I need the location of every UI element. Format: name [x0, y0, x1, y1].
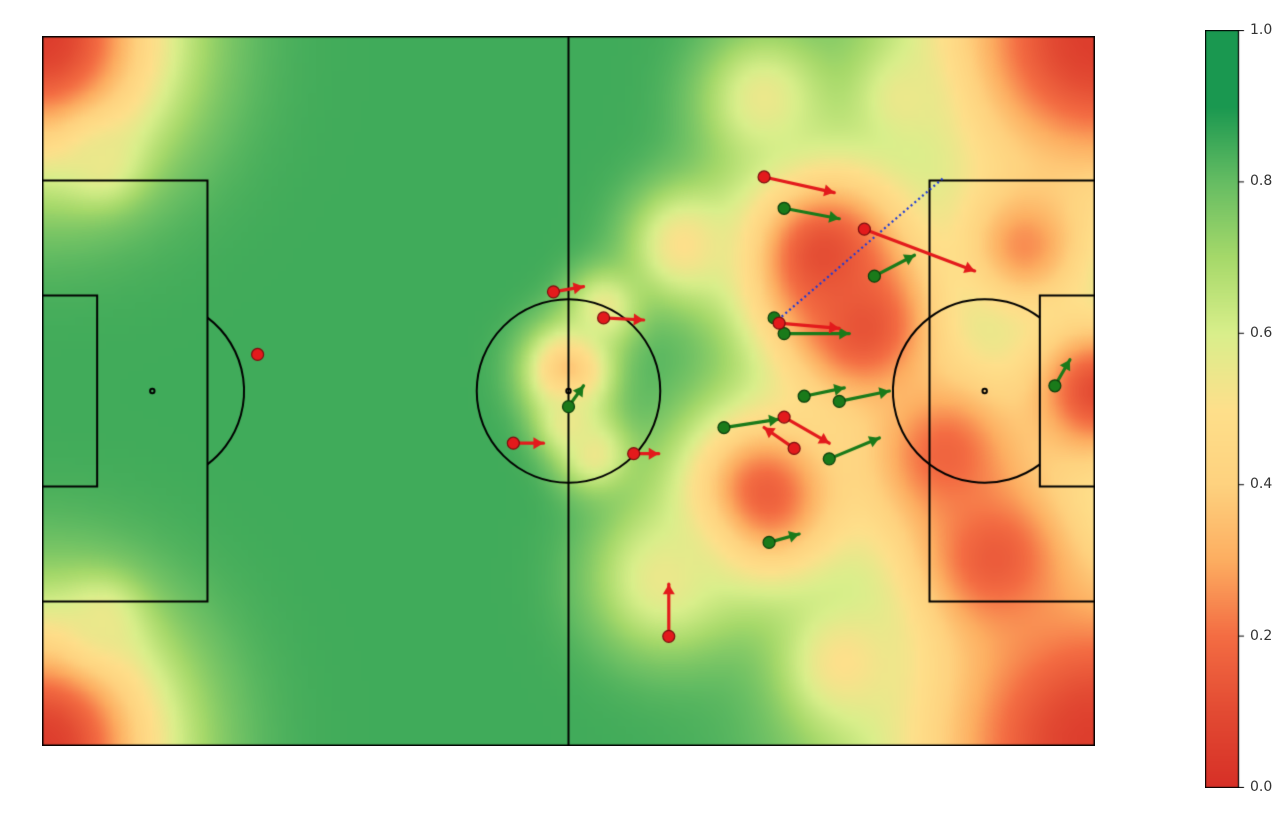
colorbar-tick-label: 1.0 — [1250, 23, 1272, 37]
colorbar-tick-label: 0.6 — [1250, 326, 1272, 340]
colorbar-tick-label: 0.4 — [1250, 477, 1272, 491]
colorbar-tick-label: 0.0 — [1250, 780, 1272, 794]
colorbar-tick-label: 0.8 — [1250, 174, 1272, 188]
figure-root: 0.0 0.2 0.4 0.6 0.8 1.0 — [0, 0, 1287, 818]
colorbar-canvas — [1205, 30, 1246, 788]
colorbar-tick-label: 0.2 — [1250, 629, 1272, 643]
pitch-heatmap-canvas — [42, 36, 1095, 746]
